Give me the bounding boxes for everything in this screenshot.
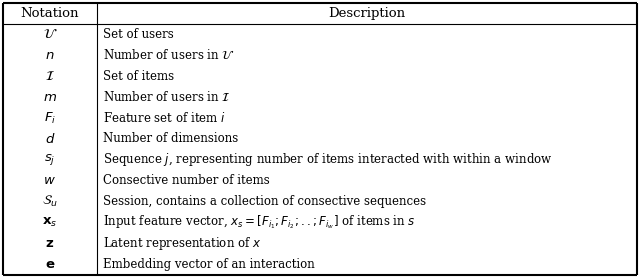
Text: $\mathbf{x}_s$: $\mathbf{x}_s$ <box>42 216 58 229</box>
Text: $\mathcal{I}$: $\mathcal{I}$ <box>45 70 55 83</box>
Text: $\mathcal{S}_u$: $\mathcal{S}_u$ <box>42 194 58 209</box>
Text: Notation: Notation <box>20 7 79 20</box>
Text: Sequence $j$, representing number of items interacted with within a window: Sequence $j$, representing number of ite… <box>103 152 552 168</box>
Text: Latent representation of $x$: Latent representation of $x$ <box>103 235 261 252</box>
Text: Embedding vector of an interaction: Embedding vector of an interaction <box>103 258 315 271</box>
Text: $d$: $d$ <box>45 132 55 146</box>
Text: Number of users in $\mathcal{I}$: Number of users in $\mathcal{I}$ <box>103 90 231 104</box>
Text: Set of items: Set of items <box>103 70 174 83</box>
Text: Number of dimensions: Number of dimensions <box>103 133 238 145</box>
Text: $F_i$: $F_i$ <box>44 111 56 126</box>
Text: Number of users in $\mathcal{U}$: Number of users in $\mathcal{U}$ <box>103 48 235 62</box>
Text: Set of users: Set of users <box>103 28 173 41</box>
Text: Feature set of item $i$: Feature set of item $i$ <box>103 111 226 125</box>
Text: $n$: $n$ <box>45 49 54 62</box>
Text: $\mathbf{z}$: $\mathbf{z}$ <box>45 237 54 250</box>
Text: $\mathbf{e}$: $\mathbf{e}$ <box>45 258 55 271</box>
Text: $w$: $w$ <box>44 174 56 187</box>
Text: Consective number of items: Consective number of items <box>103 174 269 187</box>
Text: Description: Description <box>328 7 406 20</box>
Text: $\mathcal{U}$: $\mathcal{U}$ <box>43 28 57 41</box>
Text: Input feature vector, $x_s = [F_{i_1};F_{i_2};..;F_{i_w}]$ of items in $s$: Input feature vector, $x_s = [F_{i_1};F_… <box>103 214 415 232</box>
Text: $s_j$: $s_j$ <box>44 152 56 167</box>
Text: $m$: $m$ <box>43 91 57 104</box>
Text: Session, contains a collection of consective sequences: Session, contains a collection of consec… <box>103 195 426 208</box>
